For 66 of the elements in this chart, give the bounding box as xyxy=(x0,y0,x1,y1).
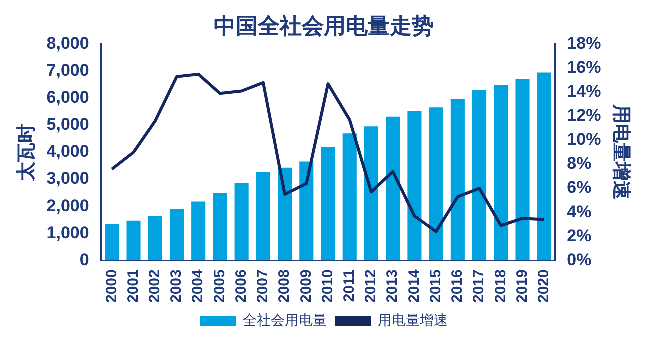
x-tick-label: 2002 xyxy=(146,270,164,304)
bar xyxy=(472,90,487,261)
bar xyxy=(494,84,508,261)
chart-title: 中国全社会用电量走势 xyxy=(214,13,434,38)
x-tick-label: 2007 xyxy=(254,270,272,304)
legend-label: 用电量增速 xyxy=(378,312,448,328)
bar xyxy=(516,78,530,261)
bar xyxy=(386,116,400,261)
x-tick-label: 2006 xyxy=(232,270,250,304)
bar xyxy=(450,100,465,261)
x-tick-label: 2015 xyxy=(427,270,444,304)
y2-tick-label: 8% xyxy=(567,154,592,174)
y2-tick-label: 12% xyxy=(567,106,602,126)
x-tick-label: 2014 xyxy=(406,268,423,304)
y2-tick-label: 14% xyxy=(567,82,602,102)
bar xyxy=(300,162,314,261)
x-tick-label: 2017 xyxy=(470,270,488,304)
x-tick-label: 2005 xyxy=(211,270,228,304)
bar xyxy=(364,126,379,261)
legend-label: 全社会用电量 xyxy=(243,312,327,328)
x-tick-label: 2000 xyxy=(103,270,120,304)
x-tick-label: 2020 xyxy=(536,270,553,304)
x-tick-label: 2003 xyxy=(168,270,186,304)
y2-tick-label: 4% xyxy=(567,202,592,222)
bar xyxy=(278,168,292,261)
y2-tick-label: 16% xyxy=(567,58,602,78)
x-tick-label: 2018 xyxy=(492,270,510,304)
x-tick-label: 2013 xyxy=(384,270,402,304)
bar xyxy=(126,220,141,261)
bar xyxy=(192,202,206,261)
y-tick-label: 1,000 xyxy=(46,223,90,242)
y2-tick-label: 2% xyxy=(567,226,592,246)
x-tick-label: 2011 xyxy=(341,270,358,302)
bar xyxy=(429,108,444,261)
y-tick-label: 2,000 xyxy=(46,196,90,216)
y-axis-title: 太瓦时 xyxy=(16,124,38,182)
bar xyxy=(256,172,270,261)
y-tick-label: 4,000 xyxy=(46,142,90,162)
bar xyxy=(321,147,336,261)
y2-tick-label: 10% xyxy=(567,130,602,150)
x-tick-label: 2012 xyxy=(362,270,380,304)
x-tick-label: 2004 xyxy=(190,268,207,304)
y2-axis-title: 用电量增速 xyxy=(610,104,632,200)
x-tick-label: 2010 xyxy=(319,270,336,304)
bar xyxy=(213,193,228,261)
bar xyxy=(342,134,357,261)
y-tick-label: 7,000 xyxy=(46,61,90,80)
x-tick-label: 2016 xyxy=(449,270,466,304)
bar xyxy=(234,183,249,261)
x-tick-label: 2001 xyxy=(124,270,142,304)
bar xyxy=(148,216,162,261)
y-tick-label: 3,000 xyxy=(46,169,90,188)
y-tick-label: 6,000 xyxy=(46,88,90,108)
y2-tick-label: 0% xyxy=(567,250,592,270)
y-tick-label: 5,000 xyxy=(46,115,90,134)
bar xyxy=(170,209,184,261)
x-tick-label: 2009 xyxy=(298,270,315,304)
y-tick-label: 8,000 xyxy=(46,34,90,54)
bar xyxy=(105,224,120,261)
bar xyxy=(408,111,422,261)
y2-tick-label: 6% xyxy=(567,178,592,198)
y2-tick-label: 18% xyxy=(567,34,602,54)
bar xyxy=(537,72,552,261)
x-tick-label: 2008 xyxy=(276,270,294,304)
y-tick-label: 0 xyxy=(80,250,90,270)
x-tick-label: 2019 xyxy=(514,270,531,304)
